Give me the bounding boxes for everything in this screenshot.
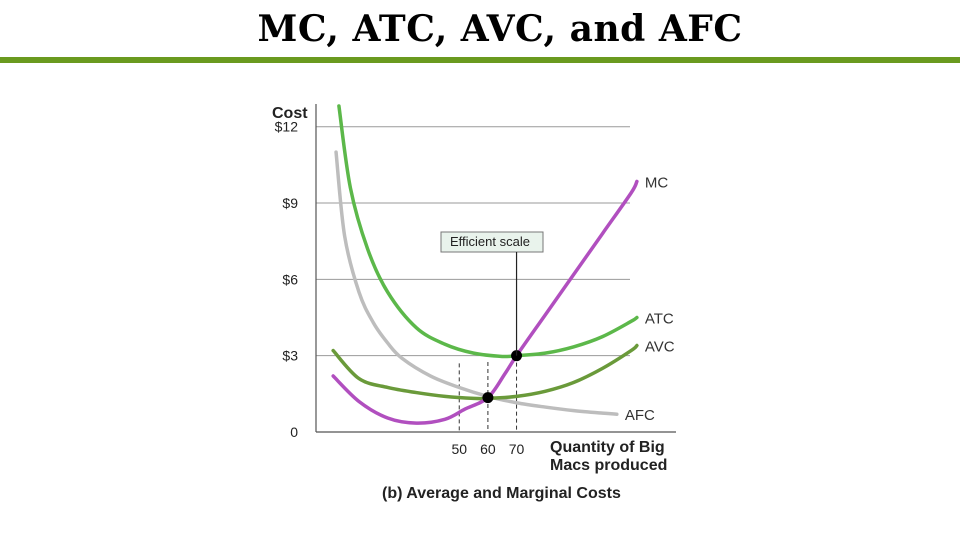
guide-layer bbox=[458, 355, 518, 432]
y-tick-label: $3 bbox=[282, 348, 298, 364]
y-tick-label: $9 bbox=[282, 195, 298, 211]
x-axis-title-line: Macs produced bbox=[550, 457, 667, 474]
series-label-atc: ATC bbox=[645, 311, 674, 328]
x-axis-title-line: Quantity of Big bbox=[550, 439, 665, 456]
label-layer: AFC AVC ATC MC bbox=[625, 174, 675, 424]
y-axis-title: Cost bbox=[272, 105, 308, 122]
series-label-afc: AFC bbox=[625, 407, 655, 424]
series-label-mc: MC bbox=[645, 174, 668, 191]
x-tick-label: 60 bbox=[480, 441, 496, 457]
efficient-scale-label: Efficient scale bbox=[450, 234, 530, 249]
series-line-mc bbox=[331, 179, 639, 425]
series-layer bbox=[331, 104, 639, 425]
efficient-scale-box bbox=[440, 231, 544, 253]
x-tick-label: 50 bbox=[451, 441, 467, 457]
tick-layer: 0 $3 $6 $9 $12 50 60 70 bbox=[275, 119, 525, 457]
slide-title: MC, ATC, AVC, and AFC bbox=[257, 8, 743, 50]
x-axis-title: Quantity of Big Macs produced bbox=[550, 439, 667, 474]
efficient-scale-annotation: Efficient scale bbox=[440, 231, 544, 356]
y-tick-label: $6 bbox=[282, 271, 298, 287]
y-tick-label: 0 bbox=[290, 424, 298, 440]
series-label-avc: AVC bbox=[645, 339, 675, 356]
y-tick-label: $12 bbox=[275, 119, 299, 135]
x-tick-label: 70 bbox=[509, 441, 525, 457]
series-line-atc bbox=[337, 104, 639, 359]
axis-layer bbox=[315, 104, 676, 433]
chart-caption: (b) Average and Marginal Costs bbox=[382, 485, 621, 502]
grid-layer bbox=[316, 126, 630, 357]
series-line-afc bbox=[334, 150, 619, 416]
title-divider bbox=[0, 57, 960, 63]
intersection-point bbox=[482, 392, 494, 404]
